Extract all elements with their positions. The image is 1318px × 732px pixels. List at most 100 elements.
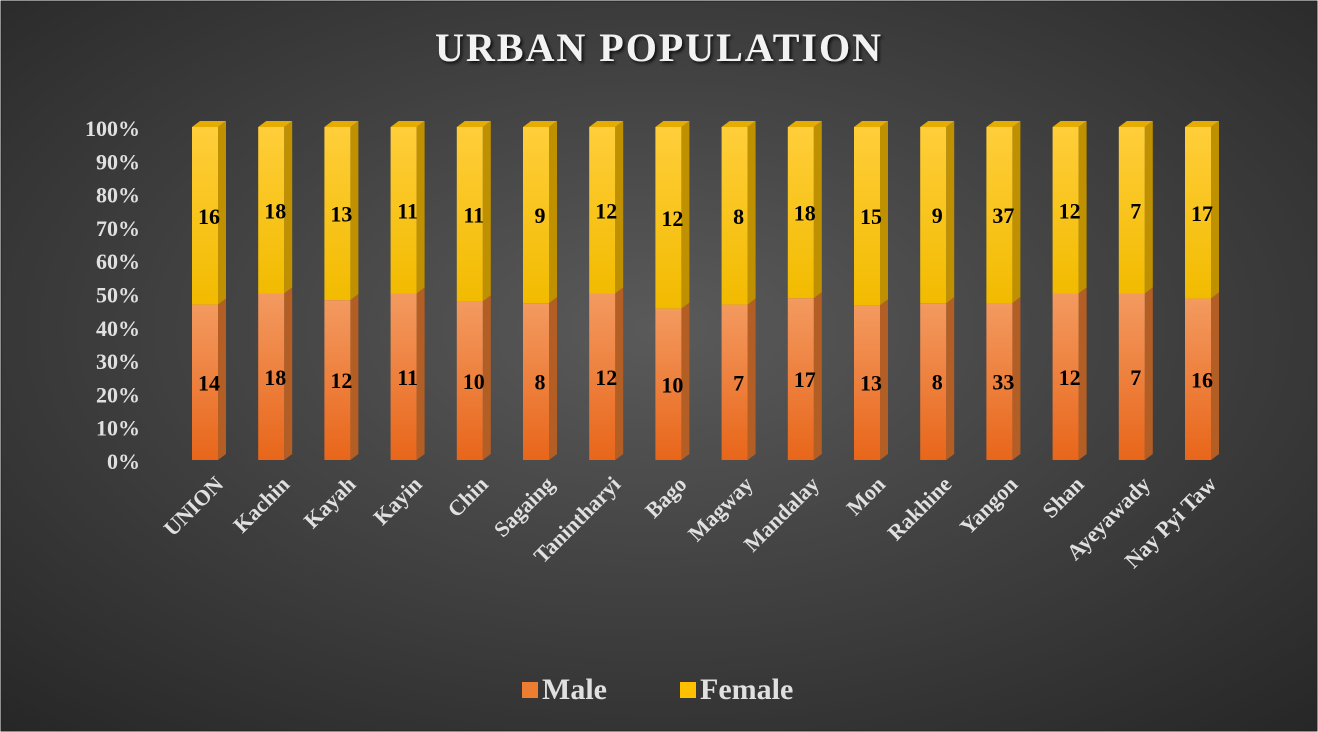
bar-front	[390, 127, 417, 294]
bar-top	[1052, 121, 1087, 127]
data-label: 13	[330, 202, 352, 227]
data-label: 16	[198, 204, 220, 229]
y-tick-label: 10%	[96, 416, 140, 441]
data-label: 13	[860, 371, 882, 396]
data-label: 11	[397, 198, 418, 223]
data-label: 18	[264, 365, 286, 390]
legend-label: Male	[542, 673, 607, 706]
bar-segment	[655, 121, 690, 309]
bar-segment	[258, 287, 293, 460]
bar-side	[681, 302, 690, 460]
bar-top	[523, 121, 557, 127]
bar-segment	[986, 297, 1021, 460]
bar-segment	[324, 294, 359, 460]
data-label: 10	[661, 372, 683, 397]
bar-side	[1012, 297, 1021, 460]
data-label: 12	[330, 368, 352, 393]
chart-title: URBAN POPULATION	[435, 25, 883, 70]
bar-segment	[192, 121, 226, 305]
data-label: 16	[1191, 367, 1213, 392]
bar-segment	[258, 121, 293, 294]
bar-segment	[390, 287, 425, 460]
bar-front	[655, 127, 682, 309]
data-label: 12	[595, 198, 617, 223]
bar-segment	[1185, 292, 1219, 460]
bar-side	[1144, 121, 1153, 294]
data-label: 17	[1191, 201, 1213, 226]
data-label: 12	[1059, 365, 1081, 390]
data-label: 12	[661, 206, 683, 231]
bar-side	[350, 121, 359, 301]
y-tick-label: 90%	[96, 149, 140, 174]
bar-side	[416, 121, 425, 294]
y-tick-label: 30%	[96, 349, 140, 374]
bar-front	[854, 127, 880, 306]
bar-side	[1012, 121, 1021, 304]
data-label: 9	[535, 203, 546, 228]
bar-side	[880, 121, 888, 306]
bar-segment	[523, 121, 557, 304]
bar-front	[258, 127, 285, 294]
bar-side	[482, 121, 491, 302]
bar-front	[192, 127, 218, 305]
bar-side	[615, 121, 624, 294]
bar-top	[854, 121, 888, 127]
bar-segment	[1052, 287, 1087, 460]
bar-segment	[787, 121, 822, 299]
bar-segment	[655, 302, 690, 460]
bar-side	[549, 297, 557, 460]
data-label: 8	[932, 370, 943, 395]
bar-segment	[920, 297, 955, 460]
y-tick-label: 20%	[96, 382, 140, 407]
bar-side	[218, 121, 226, 305]
bar-front	[258, 293, 285, 460]
bar-segment	[456, 121, 491, 302]
data-label: 8	[535, 370, 546, 395]
bar-front	[456, 301, 483, 460]
bar-side	[1211, 121, 1219, 299]
bar-side	[284, 287, 293, 460]
bar-top	[258, 121, 293, 127]
bar-side	[284, 121, 293, 294]
data-label: 8	[733, 204, 744, 229]
data-label: 18	[264, 198, 286, 223]
bar-front	[1052, 127, 1079, 294]
bar-front	[589, 127, 616, 294]
data-label: 33	[992, 370, 1014, 395]
bar-segment	[589, 121, 624, 294]
legend-swatch	[680, 682, 696, 698]
y-tick-label: 50%	[96, 283, 140, 308]
bar-segment	[589, 287, 624, 460]
bar-front	[324, 127, 351, 301]
y-tick-label: 60%	[96, 249, 140, 274]
legend-label: Female	[700, 673, 793, 706]
bar-segment	[854, 121, 888, 306]
data-label: 7	[733, 370, 744, 395]
bar-side	[747, 298, 756, 460]
bar-front	[324, 300, 351, 460]
bar-side	[416, 287, 425, 460]
bar-front	[1185, 298, 1211, 460]
bar-front	[456, 127, 483, 302]
bar-front	[721, 304, 748, 460]
bar-front	[1118, 127, 1145, 294]
legend-swatch	[522, 682, 538, 698]
bar-front	[920, 127, 947, 304]
y-tick-label: 0%	[107, 449, 140, 474]
data-label: 7	[1130, 198, 1141, 223]
data-label: 14	[198, 370, 220, 395]
bar-front	[854, 305, 880, 460]
bar-front	[920, 303, 947, 460]
bar-front	[986, 303, 1013, 460]
bar-front	[787, 127, 814, 299]
bar-front	[721, 127, 748, 305]
data-label: 12	[595, 365, 617, 390]
bar-segment	[1118, 121, 1153, 294]
bar-top	[655, 121, 690, 127]
data-label: 37	[992, 203, 1014, 228]
data-label: 17	[794, 367, 816, 392]
bar-side	[1144, 287, 1153, 460]
data-label: 15	[860, 204, 882, 229]
bar-front	[589, 293, 616, 460]
bar-top	[324, 121, 359, 127]
